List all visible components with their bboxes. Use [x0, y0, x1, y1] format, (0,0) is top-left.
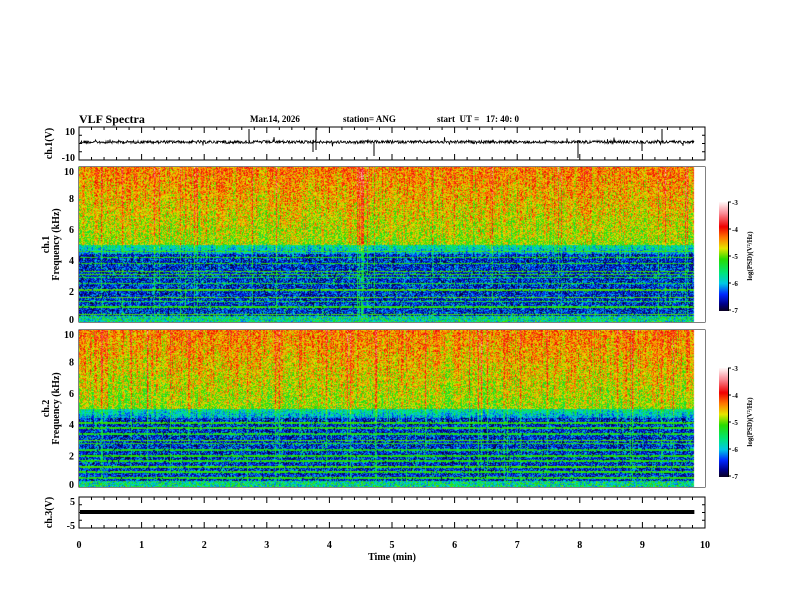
- ch1-spectrogram-heatmap: [79, 167, 705, 322]
- ch2-colorbar-label: log(PSD)(V²/Hz): [746, 397, 754, 447]
- ch1-colorbar: [719, 202, 729, 311]
- y-axis-label: Frequency (kHz): [51, 372, 62, 444]
- ch1-colorbar-tick-label: -5: [732, 253, 738, 261]
- x-tick-label: 10: [700, 540, 710, 551]
- y-tick-label: 8: [69, 194, 74, 205]
- plot-title: VLF Spectra: [79, 112, 145, 126]
- x-tick-label: 8: [577, 540, 582, 551]
- y-tick-label: 10: [64, 167, 74, 178]
- start-time-label: start UT = 17: 40: 0: [437, 114, 519, 124]
- x-tick-label: 0: [77, 540, 82, 551]
- y-tick-label: 4: [69, 256, 74, 267]
- y-tick-label: 0: [69, 480, 74, 491]
- y-tick-label: 2: [69, 287, 74, 298]
- x-axis-label: Time (min): [368, 552, 416, 563]
- y-tick-label: 6: [69, 225, 74, 236]
- y-tick-label: 8: [69, 357, 74, 368]
- x-tick-label: 9: [640, 540, 645, 551]
- x-tick-label: 4: [327, 540, 332, 551]
- ch2-colorbar-tick-label: -6: [732, 446, 738, 454]
- ch2-colorbar-tick-label: -7: [732, 473, 738, 481]
- ch2-colorbar: [719, 368, 729, 477]
- ch2-colorbar-tick-label: -5: [732, 419, 738, 427]
- ch2-colorbar-tick-label: -4: [732, 392, 738, 400]
- y-axis-label: ch.1(V): [44, 128, 55, 159]
- ch1-colorbar-label: log(PSD)(V²/Hz): [746, 231, 754, 281]
- ch2-spectrogram-heatmap: [79, 330, 705, 487]
- y-tick-label: 10: [65, 127, 75, 138]
- x-tick-label: 2: [202, 540, 207, 551]
- y-axis-label-channel: ch.2: [41, 400, 52, 418]
- ch1-colorbar-tick-label: -3: [732, 199, 738, 207]
- station-label: station= ANG: [343, 114, 396, 124]
- y-tick-label: 2: [69, 452, 74, 463]
- x-tick-label: 7: [515, 540, 520, 551]
- y-tick-label: 4: [69, 420, 74, 431]
- y-tick-label: 0: [69, 315, 74, 326]
- date-label: Mar.14, 2026: [250, 114, 300, 124]
- y-axis-label-channel: ch.1: [41, 236, 52, 254]
- ch2-colorbar-tick-label: -3: [732, 365, 738, 373]
- x-tick-label: 1: [139, 540, 144, 551]
- ch1-colorbar-tick-label: -6: [732, 280, 738, 288]
- ch1-colorbar-tick-label: -4: [732, 226, 738, 234]
- x-tick-label: 6: [452, 540, 457, 551]
- y-tick-label: 5: [70, 497, 75, 508]
- y-tick-label: 6: [69, 389, 74, 400]
- y-tick-label: 10: [64, 330, 74, 341]
- y-tick-label: -10: [62, 153, 75, 164]
- y-axis-label: Frequency (kHz): [51, 208, 62, 280]
- x-tick-label: 5: [390, 540, 395, 551]
- y-axis-label: ch.3(V): [44, 497, 55, 528]
- x-tick-label: 3: [264, 540, 269, 551]
- ch1-waveform-line: [79, 137, 695, 147]
- ch3-waveform-line: [80, 510, 695, 514]
- y-tick-label: -5: [67, 521, 75, 532]
- ch1-colorbar-tick-label: -7: [732, 307, 738, 315]
